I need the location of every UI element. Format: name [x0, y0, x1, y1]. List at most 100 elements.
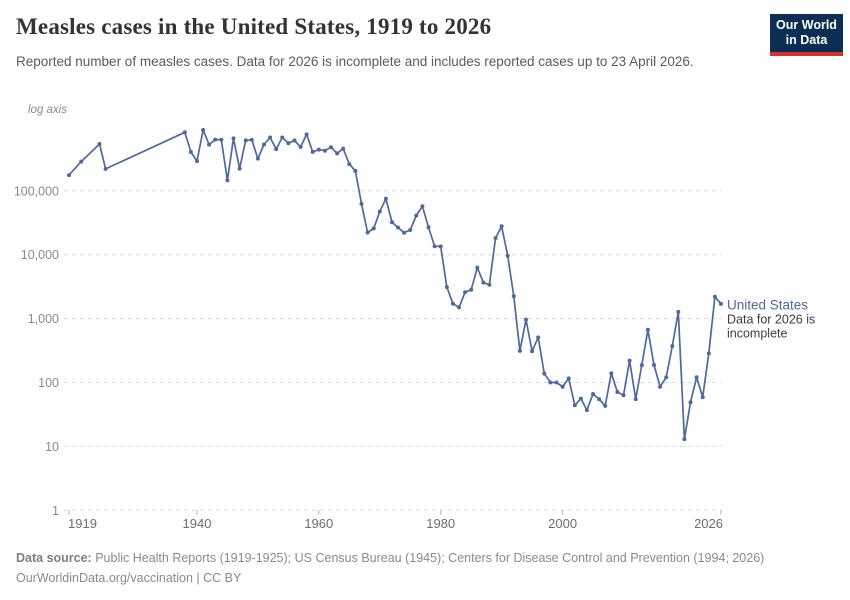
- data-point: [438, 244, 443, 249]
- data-point: [706, 351, 711, 356]
- data-point: [566, 376, 571, 381]
- data-point: [390, 220, 394, 225]
- chart-canvas: 1 10 100 1,000 10,000 100,000 1919 1940 1960 1980…: [14, 104, 815, 531]
- data-point: [548, 380, 553, 385]
- data-point: [670, 344, 675, 348]
- data-point: [578, 396, 583, 401]
- data-point: [225, 178, 230, 183]
- data-point: [201, 128, 206, 132]
- data-point: [712, 294, 717, 299]
- data-point: [396, 225, 400, 230]
- data-point: [444, 285, 449, 289]
- data-point: [554, 380, 559, 385]
- data-point: [207, 142, 212, 147]
- data-point: [195, 159, 199, 164]
- license-line: OurWorldinData.org/vaccination | CC BY: [16, 571, 242, 585]
- data-point: [292, 138, 297, 143]
- log-axis-note: log axis: [28, 104, 67, 116]
- owid-logo-line1: Our World: [776, 18, 837, 32]
- data-point: [487, 282, 492, 287]
- data-point: [249, 137, 254, 142]
- data-point: [219, 137, 224, 142]
- data-point: [268, 135, 273, 140]
- chart-subtitle: Reported number of measles cases. Data f…: [16, 54, 694, 69]
- data-point: [371, 226, 376, 231]
- data-point: [597, 397, 602, 402]
- data-point: [505, 253, 510, 258]
- data-point: [481, 280, 486, 285]
- data-point: [676, 309, 681, 314]
- x-tick-label-2026: 2026: [694, 516, 723, 531]
- data-point: [329, 145, 333, 150]
- data-point: [255, 156, 260, 161]
- y-tick-label-100000: 100,000: [14, 184, 59, 198]
- data-point: [682, 437, 687, 442]
- data-point: [341, 146, 346, 151]
- data-point: [536, 335, 541, 340]
- data-point: [188, 150, 193, 154]
- data-point: [542, 371, 547, 376]
- data-source-label: Data source:: [16, 551, 92, 565]
- data-point: [633, 397, 638, 402]
- data-source-text: Public Health Reports (1919-1925); US Ce…: [91, 551, 765, 565]
- data-point: [402, 230, 407, 235]
- data-point: [280, 135, 285, 140]
- y-tick-label-1000: 1,000: [28, 312, 59, 326]
- x-tick-label-1940: 1940: [183, 516, 212, 531]
- data-point: [432, 244, 437, 249]
- data-point: [688, 400, 693, 405]
- y-tick-label-10000: 10,000: [21, 248, 59, 262]
- y-tick-label-100: 100: [38, 376, 59, 390]
- owid-logo-line2: in Data: [785, 33, 828, 47]
- data-point: [213, 137, 218, 142]
- data-point: [414, 213, 419, 218]
- data-point: [621, 393, 626, 398]
- data-point: [67, 173, 71, 178]
- data-point: [231, 136, 236, 141]
- data-point: [237, 166, 242, 171]
- data-source-line: Data source: Public Health Reports (1919…: [16, 548, 836, 568]
- data-point: [377, 209, 382, 214]
- data-point: [609, 371, 614, 376]
- data-point: [359, 201, 364, 206]
- data-point: [652, 363, 656, 367]
- data-point: [450, 301, 455, 306]
- data-point: [426, 225, 431, 230]
- data-point: [603, 403, 608, 408]
- data-point: [353, 169, 358, 173]
- x-tick-label-1960: 1960: [304, 516, 333, 531]
- y-tick-label-1: 1: [52, 504, 59, 518]
- data-point: [262, 142, 266, 147]
- data-point: [645, 327, 650, 332]
- data-point: [335, 151, 340, 156]
- y-tick-label-10: 10: [45, 440, 59, 454]
- data-point: [658, 384, 663, 389]
- data-point: [347, 162, 352, 167]
- incomplete-note-line1: Data for 2026 is: [727, 313, 815, 327]
- data-point: [499, 224, 504, 229]
- chart-footer: Data source: Public Health Reports (1919…: [16, 548, 836, 588]
- data-point: [286, 141, 291, 146]
- data-point: [79, 159, 84, 164]
- data-point: [517, 348, 522, 353]
- data-point: [584, 408, 589, 413]
- data-point: [493, 236, 498, 241]
- data-point: [304, 132, 309, 137]
- data-point: [591, 392, 595, 396]
- entity-label: United States: [727, 298, 808, 313]
- data-point: [298, 144, 303, 149]
- data-point: [530, 349, 535, 354]
- data-point: [420, 204, 425, 209]
- x-tick-label-1980: 1980: [426, 516, 455, 531]
- data-point: [615, 390, 620, 394]
- data-point: [182, 130, 187, 135]
- data-point: [243, 138, 248, 143]
- data-point: [719, 301, 723, 306]
- data-point: [475, 265, 480, 270]
- series-line-0: [68, 129, 722, 440]
- x-tick-label-1919: 1919: [68, 516, 97, 531]
- data-point: [408, 228, 413, 232]
- data-point: [322, 148, 327, 153]
- page-title: Measles cases in the United States, 1919…: [16, 14, 492, 39]
